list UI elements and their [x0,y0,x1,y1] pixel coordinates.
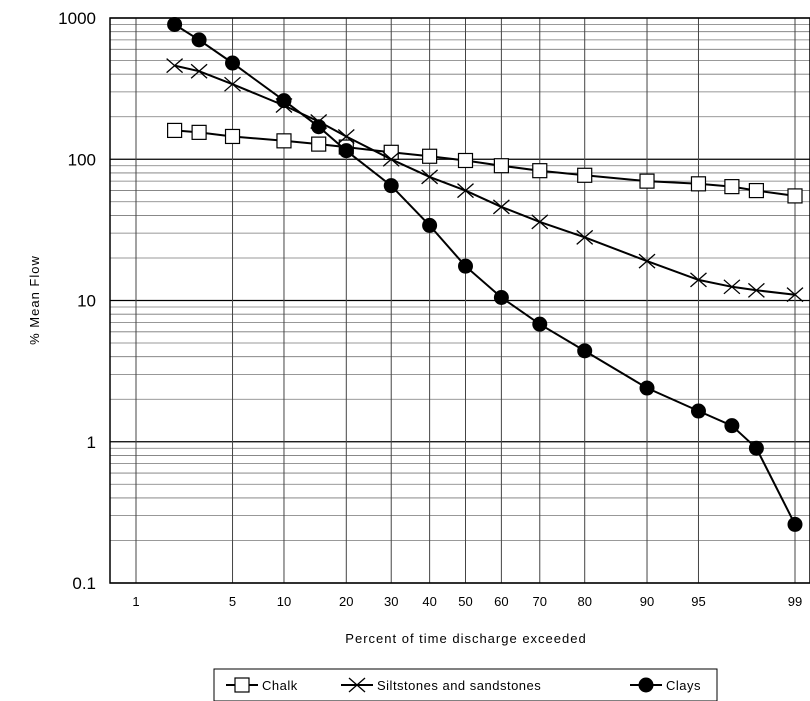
clays-point [690,403,706,419]
chalk-point [422,148,438,164]
clays-point [383,178,399,194]
legend-label: Siltstones and sandstones [377,678,541,693]
x-tick-label: 60 [494,594,508,609]
siltstone-point [457,183,474,199]
siltstone-point [690,272,707,288]
grid-lines [110,17,810,584]
siltstone-point [786,287,804,303]
x-tick-label: 70 [533,594,547,609]
chalk-point [167,122,183,139]
chalk-point [639,173,655,189]
x-axis-title: Percent of time discharge exceeded [345,631,586,646]
clays-point [638,677,654,693]
clays-point [167,16,183,32]
clays-point [577,343,593,359]
y-tick-label: 0.1 [72,574,96,593]
clays-point [422,217,438,233]
clays-point [532,316,548,332]
siltstone-point [531,214,549,230]
clays-point [338,143,354,159]
chalk-point [234,677,250,693]
chalk-point [457,152,474,169]
legend-label: Chalk [262,678,298,693]
chalk-point [690,176,707,192]
siltstone-point [723,279,741,295]
series-clays [167,16,803,532]
chalk-point [724,179,740,195]
chalk-point [748,182,764,199]
siltstone-point [224,76,241,92]
clays-point [724,418,740,434]
chalk-point [532,163,548,179]
siltstone-point [348,677,366,693]
clays-point [458,258,473,274]
series-layer [166,16,804,532]
clays-point [311,119,327,135]
siltstone-point [166,58,184,74]
siltstone-point [492,199,510,215]
siltstone-point [421,169,439,185]
chalk-point [276,133,292,149]
x-tick-label: 50 [458,594,472,609]
x-tick-label: 30 [384,594,398,609]
x-tick-label: 99 [788,594,802,609]
chalk-point [191,124,207,140]
siltstone-point [638,253,656,269]
clays-point [493,290,509,306]
plot-frame [109,17,810,584]
siltstone-point [382,151,400,167]
siltstone-point [576,229,594,245]
clays-point [748,440,764,456]
legend: Chalk Siltstones and sandstones Clays [213,668,718,701]
chalk-point [311,136,327,152]
legend-item-chalk: Chalk [226,677,298,693]
siltstone-point [747,282,765,298]
clays-point [191,32,207,48]
legend-item-clays: Clays [630,677,701,693]
chalk-point [493,158,509,174]
x-tick-label: 95 [691,594,705,609]
y-tick-label: 1 [87,433,96,452]
clays-point [225,55,241,71]
y-tick-label: 1000 [58,9,96,28]
clays-point [639,380,655,396]
legend-label: Clays [666,678,701,693]
y-tick-labels: 0.1 1 10 100 1000 [58,9,96,593]
x-tick-label: 10 [277,594,291,609]
y-axis-title: % Mean Flow [27,255,42,345]
x-tick-label: 80 [577,594,591,609]
y-tick-label: 100 [68,150,96,169]
clays-point [276,93,292,109]
chalk-point [224,128,241,145]
series-chalk [167,122,803,204]
x-tick-label: 5 [229,594,236,609]
chalk-point [787,188,803,204]
x-tick-label: 1 [132,594,139,609]
chalk-point [577,167,593,183]
siltstone-point [337,128,355,144]
series-siltstone [166,58,804,303]
x-tick-label: 90 [640,594,654,609]
legend-item-siltstones: Siltstones and sandstones [341,677,541,693]
x-tick-labels: 1 5 10 20 30 40 50 60 70 80 90 95 99 [132,594,802,609]
y-tick-label: 10 [77,292,96,311]
clays-point [787,516,803,532]
x-tick-label: 20 [339,594,353,609]
x-tick-label: 40 [422,594,436,609]
siltstone-point [190,63,208,79]
